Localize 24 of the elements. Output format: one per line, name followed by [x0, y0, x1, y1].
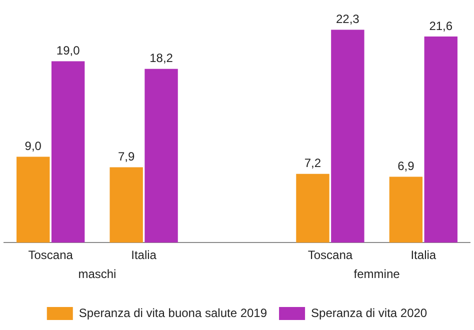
text: femmine	[354, 266, 400, 281]
data-label: 18,2	[150, 51, 174, 66]
data-label: 6,9	[398, 159, 415, 174]
bar	[51, 61, 85, 243]
data-label: 7,9	[118, 150, 135, 164]
bar	[16, 156, 50, 243]
bar	[144, 68, 178, 243]
data-label: 7,2	[304, 156, 322, 170]
x-tick-label: Toscana	[28, 248, 74, 262]
data-label: 19,0	[56, 44, 80, 58]
x-tick-label: Toscana	[308, 248, 353, 262]
data-label: 9,0	[24, 139, 42, 154]
data-label: 21,6	[429, 18, 453, 33]
bar	[296, 174, 330, 243]
bar	[110, 167, 143, 243]
legend-label: Speranza di vita 2020	[311, 306, 428, 320]
data-label: 22,3	[336, 12, 360, 26]
bar	[389, 176, 423, 243]
text: maschi	[78, 266, 116, 281]
bar	[331, 30, 364, 243]
x-tick-label: Italia	[410, 248, 436, 262]
x-tick-label: Italia	[131, 248, 157, 262]
bar	[424, 36, 458, 243]
legend-label: Speranza di vita buona salute 2019	[78, 306, 268, 320]
